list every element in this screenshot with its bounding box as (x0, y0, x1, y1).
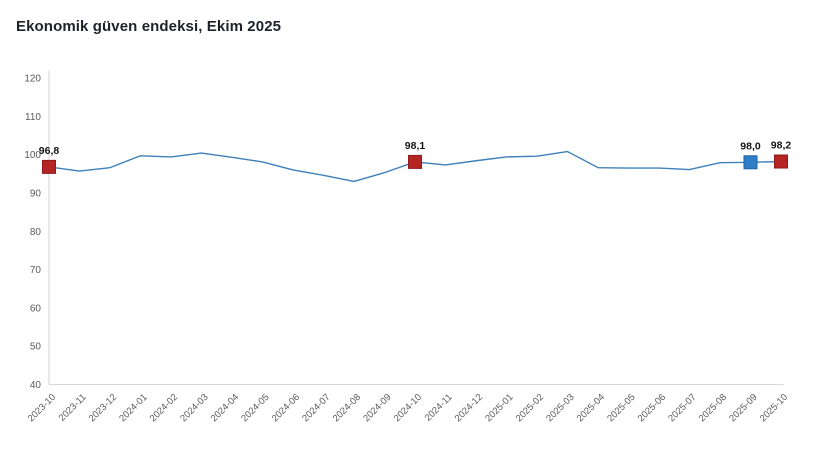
data-point-label-2025-09: 98,0 (740, 140, 761, 152)
x-axis-tick-label: 2025-02 (514, 392, 546, 424)
x-axis-tick-label: 2025-03 (544, 392, 576, 424)
x-axis-tick-label: 2024-10 (392, 392, 424, 424)
data-point-marker-2023-10 (42, 159, 56, 174)
x-axis-tick-label: 2024-07 (300, 392, 332, 424)
data-point-marker-2024-10 (408, 154, 422, 169)
x-axis-tick-label: 2024-02 (148, 392, 180, 424)
x-axis-tick-label: 2025-01 (483, 392, 515, 424)
data-point-label-2023-10: 96,8 (39, 145, 60, 157)
x-axis-tick-label: 2024-11 (423, 392, 455, 424)
x-axis-tick-label: 2024-08 (331, 392, 363, 424)
x-axis-tick-label: 2024-01 (117, 392, 149, 424)
x-axis-tick-label: 2024-03 (178, 392, 210, 424)
data-point-label-2024-10: 98,1 (405, 140, 426, 152)
y-axis-tick-label: 90 (30, 188, 42, 199)
x-axis-tick-label: 2025-08 (697, 392, 729, 424)
x-axis-tick-label: 2024-09 (361, 392, 393, 424)
x-axis-tick-label: 2024-06 (270, 392, 302, 424)
y-axis-tick-label: 80 (30, 227, 42, 238)
y-axis-tick-label: 60 (30, 303, 42, 314)
data-point-marker-2025-09 (743, 155, 758, 170)
y-axis-tick-label: 50 (30, 342, 42, 353)
y-axis-tick-label: 120 (24, 74, 41, 85)
x-axis-tick-label: 2025-04 (575, 392, 607, 424)
x-axis-tick-label: 2024-05 (239, 392, 271, 424)
data-point-label-2025-10: 98,2 (771, 140, 792, 152)
x-axis-tick-label: 2023-10 (26, 392, 58, 424)
y-axis-tick-label: 40 (30, 380, 42, 391)
x-axis-tick-label: 2025-09 (727, 392, 759, 424)
chart-title: Ekonomik güven endeksi, Ekim 2025 (16, 18, 282, 35)
x-axis-tick-label: 2025-07 (666, 392, 698, 424)
x-axis-tick-label: 2024-04 (209, 392, 241, 424)
y-axis-tick-label: 70 (30, 265, 42, 276)
data-point-marker-2025-10 (774, 154, 788, 169)
y-axis-tick-label: 100 (24, 150, 41, 161)
x-axis-tick-label: 2023-11 (57, 392, 89, 424)
x-axis-tick-label: 2024-12 (453, 392, 485, 424)
x-axis-tick-label: 2025-05 (605, 392, 637, 424)
x-axis-tick-label: 2025-10 (758, 392, 790, 424)
x-axis-tick-label: 2025-06 (636, 392, 668, 424)
x-axis-tick-label: 2023-12 (87, 392, 119, 424)
y-axis-tick-label: 110 (25, 112, 41, 123)
